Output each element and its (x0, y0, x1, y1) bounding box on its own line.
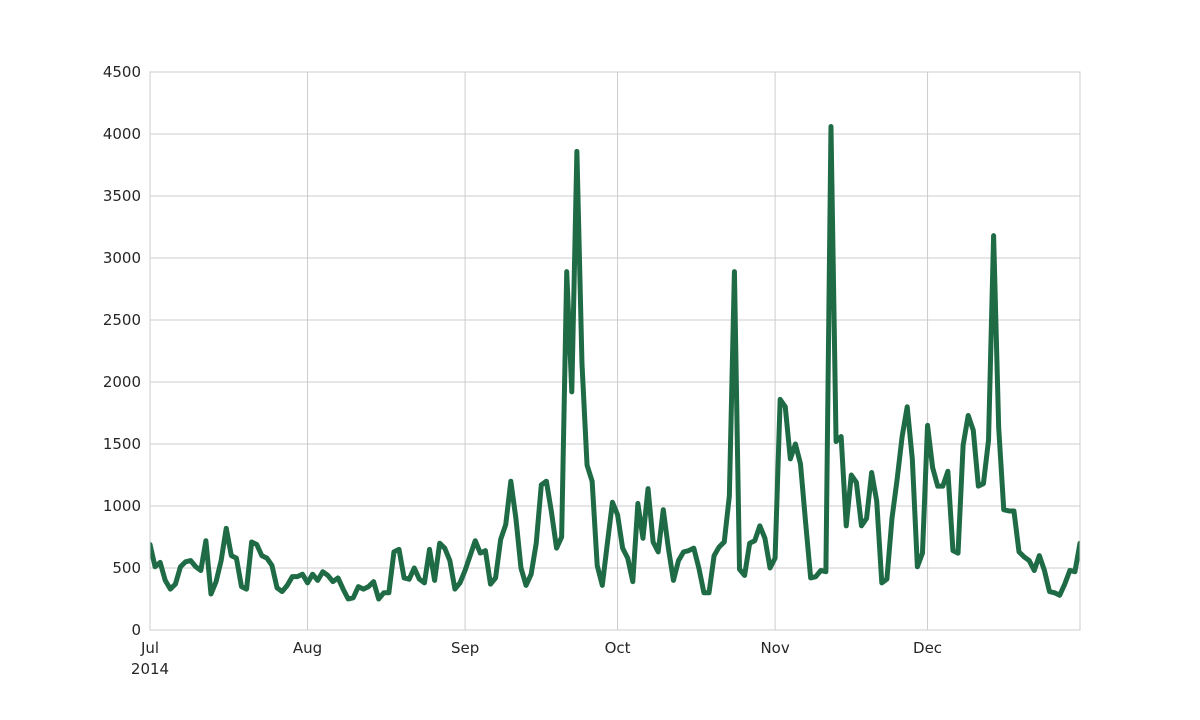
y-tick-label: 2500 (103, 311, 141, 329)
y-tick-label: 3000 (103, 249, 141, 267)
x-tick-label: Nov (760, 639, 789, 657)
y-tick-label: 500 (112, 559, 141, 577)
series-layer (150, 124, 1080, 602)
y-tick-label: 4000 (103, 125, 141, 143)
x-axis: Jul 2014 Aug Sep Oct Nov Dec (131, 639, 942, 678)
grid (149, 71, 1080, 631)
x-tick-label: Jul (140, 639, 159, 657)
y-tick-label: 3500 (103, 187, 141, 205)
series-line (150, 124, 1080, 602)
plot-frame (149, 71, 1081, 631)
y-tick-label: 1000 (103, 497, 141, 515)
y-tick-label: 4500 (103, 63, 141, 81)
x-tick-label: Dec (913, 639, 942, 657)
x-tick-label: Oct (605, 639, 631, 657)
x-tick-label: Sep (451, 639, 479, 657)
y-axis: 0 500 1000 1500 2000 2500 3000 3500 4000 4500 (103, 63, 141, 639)
y-tick-label: 0 (131, 621, 141, 639)
y-tick-label: 2000 (103, 373, 141, 391)
x-tick-year-label: 2014 (131, 660, 169, 678)
x-tick-label: Aug (293, 639, 322, 657)
y-tick-label: 1500 (103, 435, 141, 453)
